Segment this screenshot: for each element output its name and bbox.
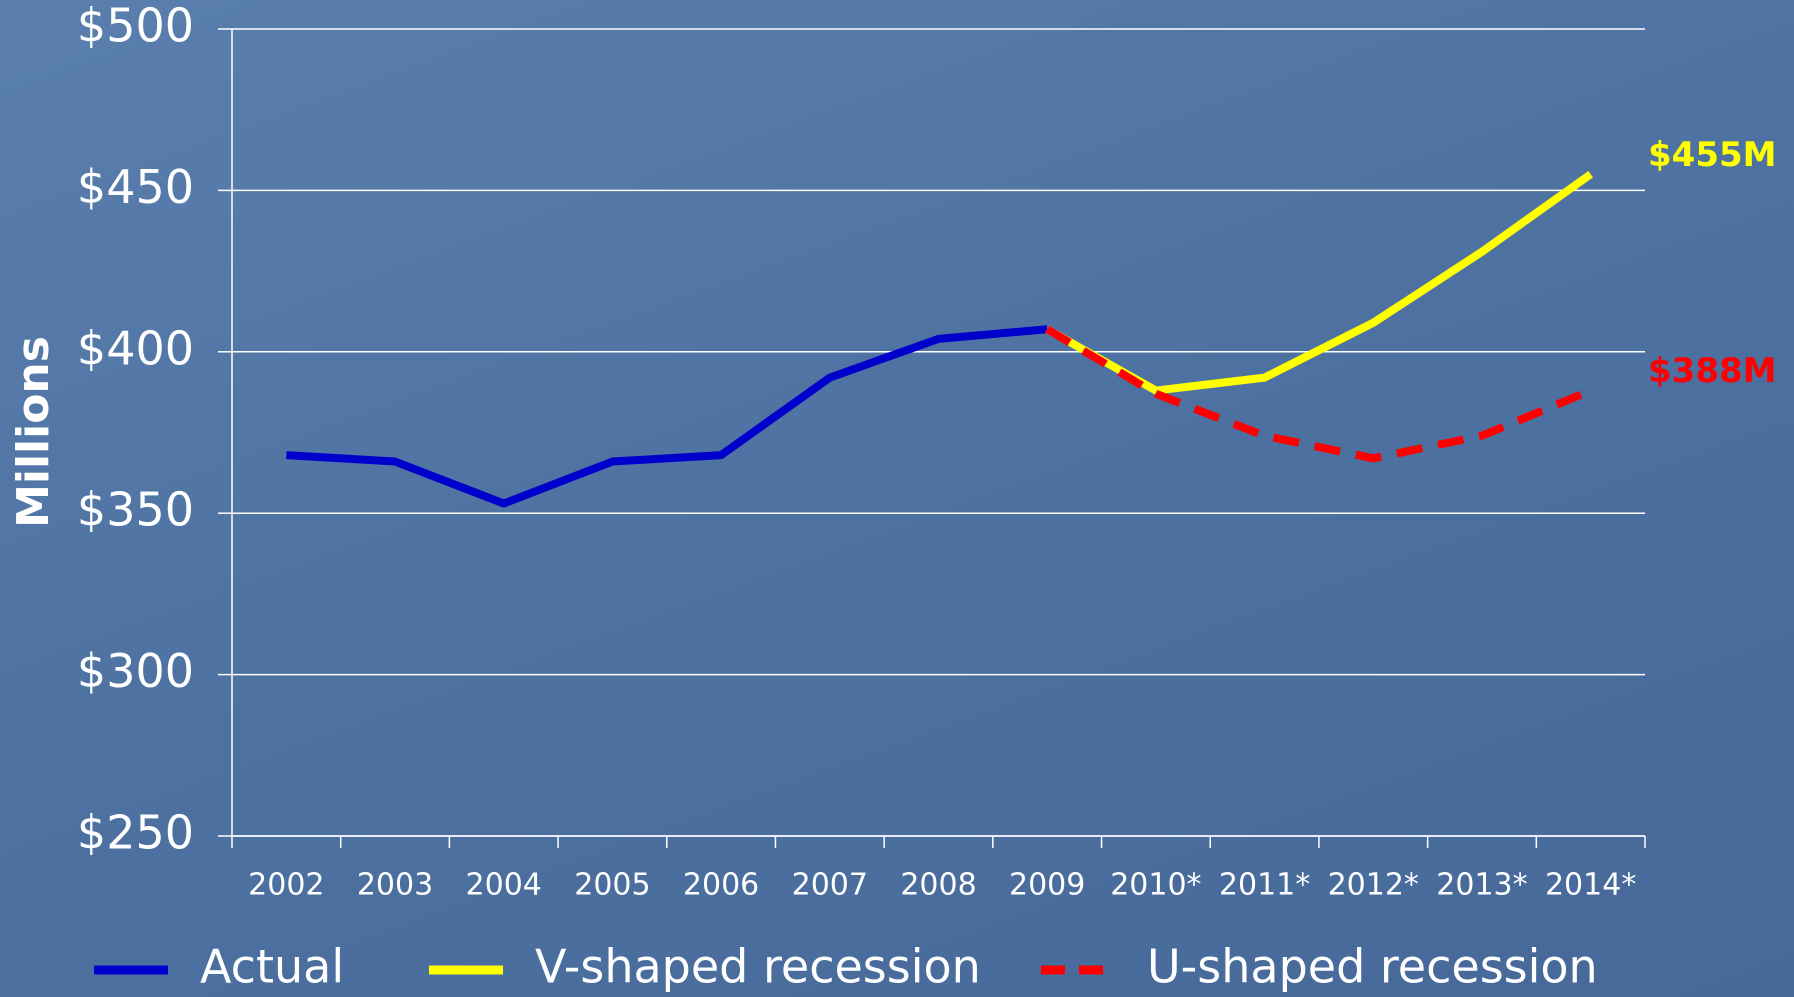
x-tick-label: 2005 [574,868,650,903]
y-axis-label: Millions [8,336,59,528]
y-tick-label: $300 [77,644,194,698]
y-tick-label: $500 [77,0,194,53]
y-tick-label: $450 [77,160,194,214]
legend-label: U-shaped recession [1147,940,1598,994]
legend-label: V-shaped recession [535,940,981,994]
x-tick-label: 2006 [683,868,759,903]
x-tick-label: 2004 [466,868,542,903]
value-label: $455M [1648,135,1776,175]
x-tick-label: 2012* [1328,868,1419,903]
x-tick-label: 2014* [1545,868,1636,903]
x-tick-label: 2003 [357,868,433,903]
x-tick-label: 2011* [1219,868,1310,903]
x-tick-label: 2009 [1009,868,1085,903]
x-tick-label: 2008 [900,868,976,903]
x-tick-label: 2013* [1436,868,1527,903]
value-label: $388M [1648,351,1776,391]
series-line [286,325,1048,508]
series-line [1045,171,1593,395]
x-tick-label: 2002 [248,868,324,903]
y-tick-label: $400 [77,321,194,375]
y-tick-label: $250 [77,806,194,860]
y-tick-label: $350 [77,483,194,537]
x-tick-label: 2007 [792,868,868,903]
series-line [1045,325,1593,463]
legend-label: Actual [200,940,344,994]
x-tick-label: 2010* [1110,868,1201,903]
